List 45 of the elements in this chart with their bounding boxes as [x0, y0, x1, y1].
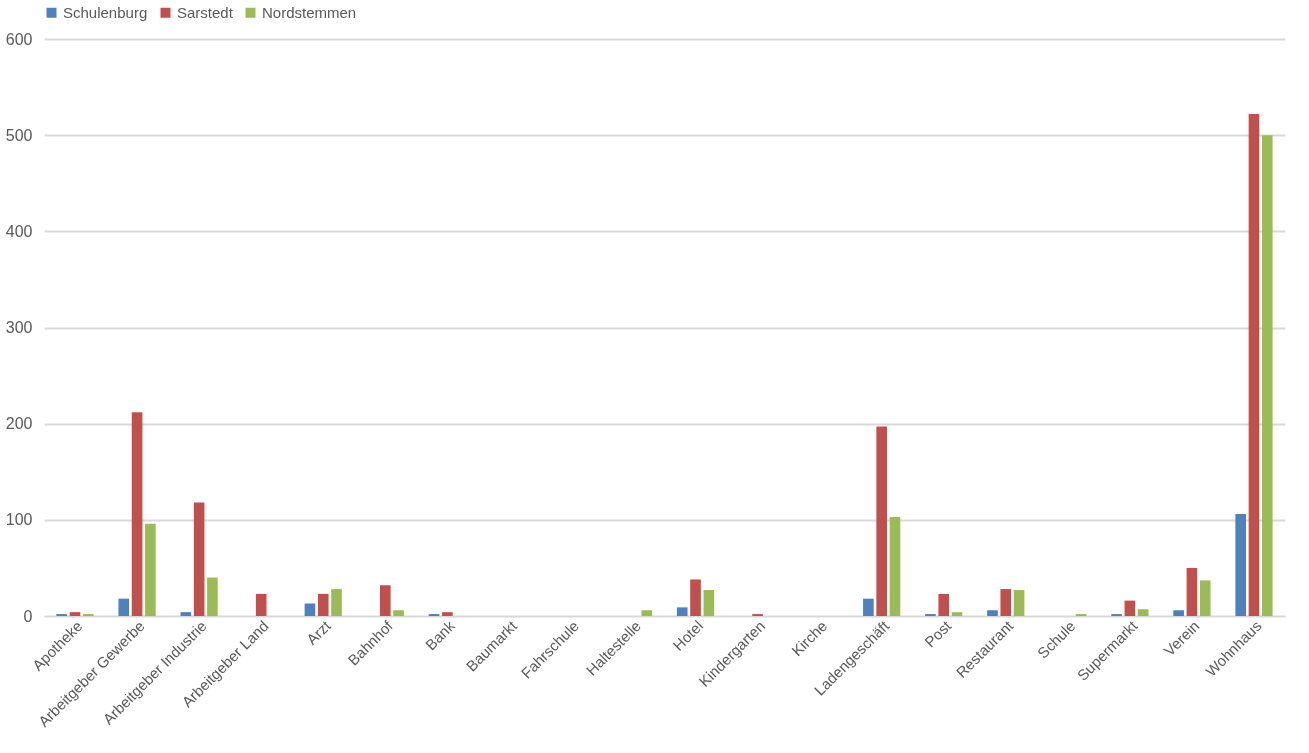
bar: [145, 523, 156, 616]
bar: [1013, 590, 1025, 616]
bar: [951, 612, 963, 616]
bar: [304, 603, 316, 616]
bar: [331, 589, 342, 616]
bar: [193, 502, 205, 616]
bar: [703, 590, 715, 616]
bar: [863, 598, 874, 616]
y-tick-label: 500: [5, 126, 33, 144]
bar: [1173, 610, 1184, 616]
bar: [1124, 600, 1136, 616]
bar: [442, 612, 453, 616]
bar: [131, 412, 143, 616]
y-tick-label: 400: [5, 222, 33, 240]
legend-label: Nordstemmen: [262, 3, 357, 21]
bar: [379, 585, 391, 616]
bar: [1137, 609, 1149, 616]
bar: [1261, 135, 1273, 616]
bar: [987, 610, 998, 616]
bar: [1199, 580, 1211, 616]
bar: [876, 426, 887, 616]
bar: [207, 577, 218, 616]
bar: [118, 598, 130, 616]
bar: [641, 610, 653, 616]
bar: [1248, 114, 1260, 616]
bar: [1235, 514, 1246, 616]
y-tick-label: 100: [5, 511, 33, 529]
bar: [393, 610, 404, 616]
bar: [676, 607, 688, 616]
y-tick-label: 300: [5, 319, 33, 336]
bar: [69, 612, 81, 616]
bar: [690, 579, 701, 616]
bar: [938, 593, 950, 616]
bar: [255, 593, 267, 616]
y-tick-label: 0: [23, 607, 33, 625]
bar: [889, 516, 901, 616]
legend-label: Schulenburg: [63, 3, 148, 21]
bar: [1000, 589, 1012, 616]
bar: [1186, 567, 1198, 616]
bar: [180, 612, 192, 616]
y-tick-label: 200: [5, 415, 33, 433]
x-tick-label: Arzt: [302, 616, 335, 648]
y-tick-label: 600: [5, 30, 33, 48]
legend-label: Sarstedt: [177, 3, 234, 21]
bar: [317, 593, 329, 616]
